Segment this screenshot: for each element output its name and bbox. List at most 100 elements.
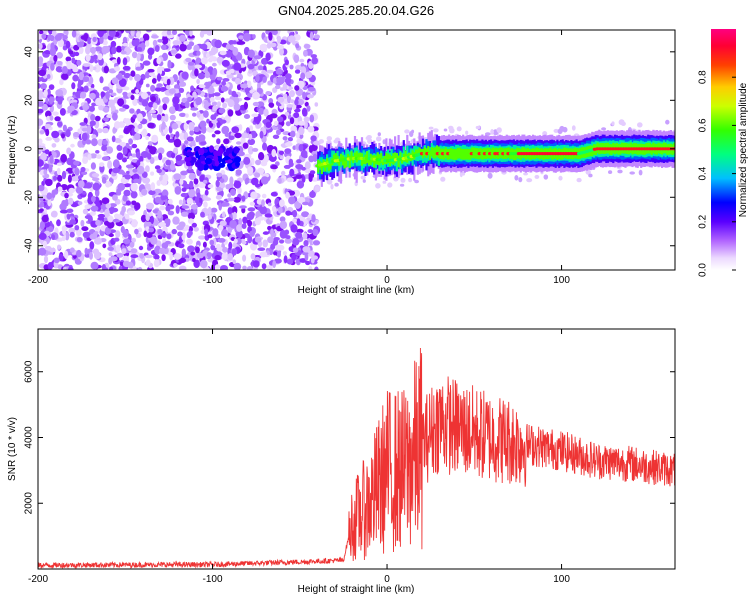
- ridge-halo-speck: [399, 183, 405, 187]
- noise-speck: [283, 164, 291, 169]
- noise-speck: [250, 191, 258, 199]
- noise-speck: [202, 179, 208, 184]
- noise-speck: [44, 149, 50, 155]
- noise-speck: [157, 39, 164, 43]
- noise-speck: [257, 81, 261, 90]
- noise-speck: [102, 117, 110, 122]
- noise-speck: [272, 260, 277, 269]
- noise-speck: [51, 130, 60, 139]
- noise-speck: [267, 61, 274, 65]
- noise-speck: [144, 254, 153, 259]
- noise-speck: [211, 119, 218, 124]
- noise-speck: [123, 183, 132, 188]
- noise-speck: [221, 201, 230, 207]
- noise-speck: [186, 197, 193, 205]
- noise-speck: [293, 112, 300, 119]
- noise-speck: [145, 83, 150, 88]
- noise-speck: [71, 57, 76, 64]
- noise-speck: [71, 82, 76, 90]
- noise-speck: [126, 49, 133, 53]
- noise-speck: [292, 247, 299, 253]
- noise-speck: [300, 72, 306, 80]
- noise-speck: [120, 141, 127, 147]
- noise-speck: [117, 98, 125, 107]
- noise-speck: [212, 228, 219, 237]
- noise-speck: [54, 34, 62, 41]
- noise-speck: [140, 151, 149, 158]
- ridge-halo-speck: [366, 135, 372, 140]
- noise-speck: [73, 131, 80, 138]
- noise-speck: [255, 74, 260, 82]
- noise-speck: [53, 175, 58, 181]
- noise-speck: [241, 223, 247, 230]
- noise-speck: [257, 216, 265, 221]
- noise-speck: [194, 68, 199, 77]
- noise-speck: [125, 200, 131, 206]
- noise-speck: [188, 226, 193, 233]
- noise-speck: [174, 84, 180, 90]
- ridge-halo-speck: [465, 130, 469, 135]
- noise-speck: [204, 228, 209, 236]
- noise-speck: [277, 177, 282, 184]
- noise-speck: [101, 139, 108, 145]
- noise-speck: [243, 32, 251, 42]
- noise-speck: [274, 85, 281, 90]
- noise-speck: [228, 89, 233, 95]
- noise-speck: [84, 204, 91, 209]
- noise-speck: [267, 236, 274, 244]
- noise-speck: [197, 72, 206, 80]
- ridge-halo-speck: [638, 169, 643, 176]
- noise-speck: [216, 56, 224, 64]
- noise-speck: [90, 211, 96, 216]
- noise-speck: [57, 61, 63, 66]
- noise-speck: [45, 136, 53, 141]
- noise-speck: [116, 45, 122, 53]
- noise-speck: [90, 114, 96, 121]
- noise-speck: [302, 232, 308, 240]
- noise-speck: [104, 208, 110, 218]
- noise-speck: [311, 57, 319, 65]
- noise-speck: [170, 49, 178, 54]
- noise-speck: [80, 91, 87, 99]
- noise-speck: [229, 219, 237, 229]
- noise-speck: [252, 34, 256, 39]
- noise-speck: [57, 38, 64, 48]
- noise-speck: [57, 174, 63, 182]
- noise-speck: [172, 40, 180, 46]
- noise-speck: [196, 192, 201, 199]
- noise-speck: [286, 177, 294, 183]
- noise-speck: [148, 190, 156, 196]
- noise-speck: [282, 136, 288, 141]
- noise-speck: [50, 96, 55, 103]
- noise-speck: [257, 113, 262, 123]
- noise-speck: [144, 40, 150, 47]
- noise-speck: [147, 141, 153, 146]
- noise-speck: [205, 52, 210, 59]
- noise-speck: [294, 104, 302, 109]
- ridge-halo-speck: [526, 178, 533, 183]
- noise-speck: [261, 263, 267, 270]
- noise-speck: [185, 57, 192, 63]
- noise-speck: [41, 214, 49, 223]
- noise-speck: [82, 231, 91, 238]
- noise-speck: [225, 70, 232, 75]
- noise-speck: [241, 195, 246, 202]
- noise-speck: [133, 178, 141, 183]
- noise-speck: [303, 43, 311, 49]
- ridge-band: [385, 152, 388, 165]
- ridge-halo-speck: [475, 125, 481, 130]
- noise-speck: [277, 116, 284, 123]
- noise-speck: [165, 134, 171, 141]
- noise-speck: [225, 43, 231, 50]
- noise-speck: [139, 37, 144, 42]
- ridge-halo-speck: [559, 125, 565, 132]
- noise-speck: [123, 189, 131, 197]
- noise-speck: [197, 252, 204, 259]
- noise-speck: [181, 187, 187, 192]
- ridge-band: [399, 152, 402, 161]
- ridge-halo-speck: [571, 125, 576, 131]
- noise-speck: [207, 214, 212, 220]
- noise-speck: [151, 78, 157, 84]
- noise-speck: [73, 160, 80, 166]
- noise-speck: [89, 233, 97, 240]
